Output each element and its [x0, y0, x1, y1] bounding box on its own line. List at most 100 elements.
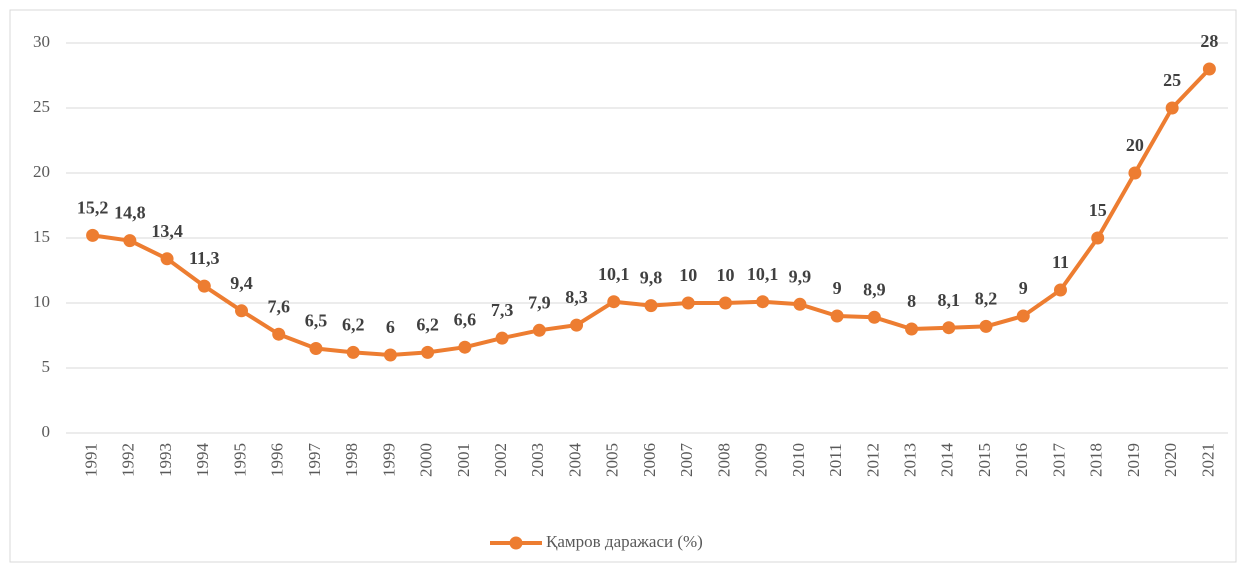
marker	[1128, 166, 1142, 180]
x-tick-label: 2019	[1124, 443, 1143, 477]
data-label: 6,5	[305, 311, 328, 331]
x-tick-label: 2008	[714, 443, 733, 477]
x-tick-label: 1995	[230, 443, 249, 477]
data-label: 6	[386, 317, 395, 337]
data-label: 9,8	[640, 268, 663, 288]
y-tick-label: 15	[33, 227, 50, 246]
x-tick-label: 2004	[565, 443, 584, 478]
marker	[607, 295, 621, 309]
data-label: 9,9	[789, 266, 812, 286]
y-tick-label: 5	[42, 357, 51, 376]
x-tick-label: 1993	[156, 443, 175, 477]
data-label: 14,8	[114, 203, 146, 223]
marker	[718, 296, 732, 310]
marker	[867, 310, 881, 324]
marker	[197, 279, 211, 293]
data-label: 8,9	[863, 279, 886, 299]
y-tick-label: 0	[42, 422, 51, 441]
y-tick-label: 30	[33, 32, 50, 51]
marker	[421, 345, 435, 359]
marker	[756, 295, 770, 309]
marker	[309, 342, 323, 355]
data-label: 7,6	[267, 296, 290, 316]
y-tick-label: 20	[33, 162, 50, 181]
marker	[905, 322, 919, 336]
x-tick-label: 2005	[603, 443, 622, 477]
x-tick-label: 2014	[938, 443, 957, 478]
marker	[1091, 231, 1105, 245]
x-tick-label: 2006	[640, 443, 659, 477]
data-label: 10,1	[598, 264, 630, 284]
marker	[160, 252, 174, 266]
data-label: 15	[1089, 200, 1107, 220]
x-tick-label: 2000	[417, 443, 436, 477]
marker	[979, 319, 993, 333]
x-tick-label: 2016	[1012, 443, 1031, 477]
marker	[458, 340, 472, 354]
x-tick-label: 2017	[1049, 443, 1068, 478]
x-tick-label: 2003	[528, 443, 547, 477]
x-tick-label: 2007	[677, 443, 696, 478]
data-label: 9	[1019, 278, 1028, 298]
x-tick-label: 2002	[491, 443, 510, 477]
x-tick-label: 2009	[752, 443, 771, 477]
marker	[346, 345, 360, 359]
marker	[570, 318, 584, 332]
marker	[793, 297, 807, 311]
data-label: 15,2	[77, 198, 109, 218]
x-tick-label: 1999	[379, 443, 398, 477]
marker	[272, 327, 286, 341]
marker	[942, 321, 956, 335]
data-label: 6,2	[342, 315, 365, 335]
y-tick-label: 10	[33, 292, 50, 311]
x-tick-label: 2021	[1198, 443, 1217, 477]
data-label: 9	[833, 278, 842, 298]
data-label: 8	[907, 291, 916, 311]
marker	[532, 323, 546, 337]
data-label: 6,6	[454, 309, 477, 329]
chart-border	[9, 9, 1237, 563]
data-label: 8,2	[975, 289, 998, 309]
x-tick-label: 2018	[1087, 443, 1106, 477]
x-tick-label: 1994	[193, 443, 212, 478]
marker	[830, 309, 844, 323]
x-tick-label: 2010	[789, 443, 808, 477]
marker	[123, 234, 137, 248]
x-tick-label: 2015	[975, 443, 994, 477]
data-label: 28	[1200, 31, 1218, 51]
marker	[235, 304, 249, 318]
data-label: 13,4	[151, 221, 183, 241]
x-tick-label: 2011	[826, 443, 845, 476]
marker	[1053, 283, 1067, 297]
x-tick-label: 2001	[454, 443, 473, 477]
data-label: 10	[716, 265, 734, 285]
data-label: 11	[1052, 252, 1069, 272]
legend-marker	[509, 536, 523, 550]
x-tick-label: 1991	[82, 443, 101, 477]
x-tick-label: 2012	[863, 443, 882, 477]
marker	[644, 299, 658, 313]
data-label: 8,1	[938, 290, 961, 310]
data-label: 25	[1163, 70, 1181, 90]
x-tick-label: 1996	[268, 443, 287, 477]
x-tick-label: 2013	[900, 443, 919, 477]
legend-label: Қамров даражаси (%)	[546, 532, 703, 551]
marker	[1016, 309, 1030, 323]
x-tick-label: 1997	[305, 443, 324, 478]
data-label: 8,3	[565, 287, 588, 307]
marker	[1202, 62, 1216, 76]
data-label: 9,4	[230, 273, 253, 293]
y-tick-label: 25	[33, 97, 50, 116]
marker	[681, 296, 695, 310]
data-label: 11,3	[189, 248, 220, 268]
marker	[86, 228, 100, 242]
x-tick-label: 2020	[1161, 443, 1180, 477]
marker	[1165, 101, 1179, 115]
x-tick-label: 1998	[342, 443, 361, 477]
x-tick-label: 1992	[119, 443, 138, 477]
data-label: 10	[679, 265, 697, 285]
data-label: 20	[1126, 135, 1144, 155]
data-label: 7,9	[528, 292, 551, 312]
data-label: 7,3	[491, 300, 514, 320]
